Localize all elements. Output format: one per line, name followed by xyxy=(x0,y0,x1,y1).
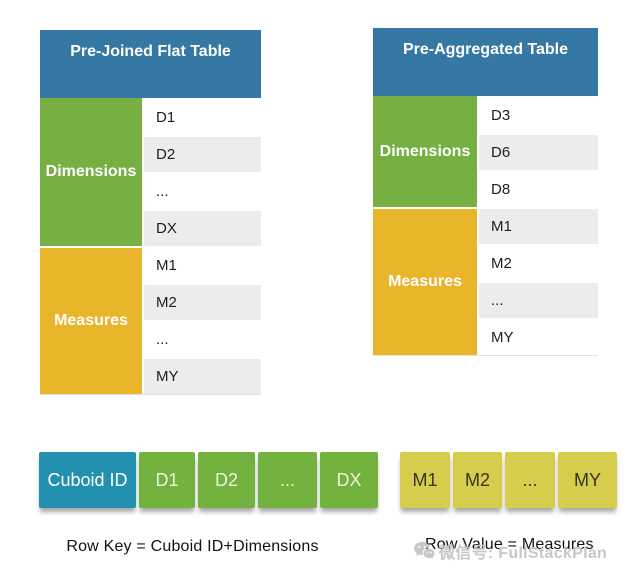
value-cell: D2 xyxy=(142,135,261,172)
value-cell: D6 xyxy=(477,133,598,170)
pre-aggregated-table: Pre-Aggregated Table Dimensions Measures… xyxy=(373,28,598,356)
value-cell: MY xyxy=(142,357,261,394)
group-cell-dimensions: Dimensions xyxy=(40,98,142,246)
table-body: Dimensions Measures D3 D6 D8 M1 M2 ... M… xyxy=(373,96,598,356)
value-cell: D1 xyxy=(142,98,261,135)
value-cell: D3 xyxy=(477,96,598,133)
wechat-icon xyxy=(413,541,439,561)
row-key-strip: Cuboid ID D1 D2 ... DX xyxy=(39,452,378,508)
row-value-strip: M1 M2 ... MY xyxy=(400,452,617,508)
key-cell: D1 xyxy=(139,452,195,508)
table-title: Pre-Joined Flat Table xyxy=(40,30,261,98)
value-cell: M1 xyxy=(477,207,598,244)
table-body: Dimensions Measures D1 D2 ... DX M1 M2 .… xyxy=(40,98,261,395)
value-cell: ... xyxy=(142,172,261,209)
value-cell: ... xyxy=(142,320,261,357)
value-cell: M2 xyxy=(477,244,598,281)
value-cell: DX xyxy=(142,209,261,246)
group-cell-dimensions: Dimensions xyxy=(373,96,477,207)
table-title: Pre-Aggregated Table xyxy=(373,28,598,96)
wechat-watermark: 微信号: FullStackPlan xyxy=(413,539,607,563)
value-cell: D8 xyxy=(477,170,598,207)
key-cell: DX xyxy=(320,452,378,508)
pre-joined-flat-table: Pre-Joined Flat Table Dimensions Measure… xyxy=(40,30,261,395)
value-strip-cell: ... xyxy=(505,452,555,508)
watermark-text: 微信号: FullStackPlan xyxy=(439,545,608,562)
value-cell: ... xyxy=(477,281,598,318)
key-cell: D2 xyxy=(198,452,255,508)
key-cell: ... xyxy=(258,452,317,508)
value-strip-cell: M1 xyxy=(400,452,450,508)
row-value-caption: Row Value = Measures xyxy=(425,536,594,553)
value-strip-cell: MY xyxy=(558,452,617,508)
value-cell: MY xyxy=(477,318,598,355)
value-strip-cell: M2 xyxy=(453,452,502,508)
row-key-caption: Row Key = Cuboid ID+Dimensions xyxy=(66,538,319,555)
value-cell: M1 xyxy=(142,246,261,283)
group-cell-measures: Measures xyxy=(373,207,477,355)
value-cell: M2 xyxy=(142,283,261,320)
cuboid-id-cell: Cuboid ID xyxy=(39,452,136,508)
group-cell-measures: Measures xyxy=(40,246,142,394)
